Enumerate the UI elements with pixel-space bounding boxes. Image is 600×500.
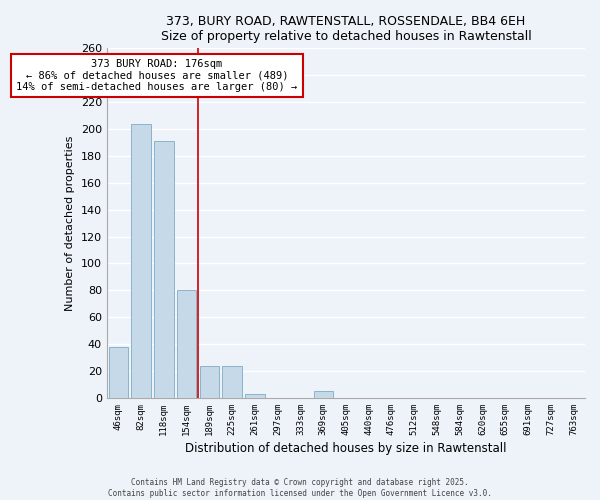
Title: 373, BURY ROAD, RAWTENSTALL, ROSSENDALE, BB4 6EH
Size of property relative to de: 373, BURY ROAD, RAWTENSTALL, ROSSENDALE,…: [161, 15, 532, 43]
Y-axis label: Number of detached properties: Number of detached properties: [65, 136, 75, 311]
Text: Contains HM Land Registry data © Crown copyright and database right 2025.
Contai: Contains HM Land Registry data © Crown c…: [108, 478, 492, 498]
Bar: [131, 124, 151, 398]
X-axis label: Distribution of detached houses by size in Rawtenstall: Distribution of detached houses by size …: [185, 442, 507, 455]
Bar: [245, 394, 265, 398]
Bar: [154, 141, 173, 398]
Text: 373 BURY ROAD: 176sqm
← 86% of detached houses are smaller (489)
14% of semi-det: 373 BURY ROAD: 176sqm ← 86% of detached …: [16, 59, 298, 92]
Bar: [200, 366, 219, 398]
Bar: [314, 391, 333, 398]
Bar: [223, 366, 242, 398]
Bar: [177, 290, 196, 398]
Bar: [109, 347, 128, 398]
